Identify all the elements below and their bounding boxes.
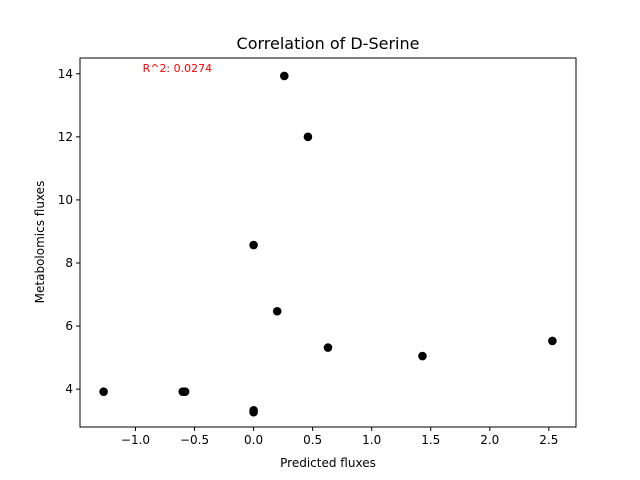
x-axis-label: Predicted fluxes [280, 456, 376, 470]
data-point [418, 351, 427, 361]
x-tick-label: 1.0 [362, 433, 381, 447]
data-point [303, 132, 313, 142]
chart-title: Correlation of D-Serine [237, 34, 420, 53]
y-tick-label: 6 [65, 319, 73, 333]
plot-area: −1.0 −0.5 0.0 0.5 1.0 1.5 2.0 2.5 4 6 8 10 12 14 R^2: … [58, 57, 577, 447]
data-point [280, 71, 289, 81]
data-point [272, 306, 282, 316]
r-squared-annotation: R^2: 0.0274 [143, 62, 213, 75]
y-tick-label: 12 [58, 130, 73, 144]
axes-frame [79, 57, 577, 428]
x-tick-label: 2.0 [480, 433, 499, 447]
data-point [180, 387, 190, 396]
y-tick-label: 10 [58, 193, 73, 207]
y-tick-label: 14 [58, 67, 73, 81]
y-tick-label: 4 [65, 382, 73, 396]
data-point [99, 387, 108, 396]
x-tick-label: 1.5 [421, 433, 440, 447]
x-tick-label: 0.0 [244, 433, 263, 447]
y-tick-label: 8 [65, 256, 73, 270]
data-point [323, 343, 333, 352]
x-tick-label: 2.5 [539, 433, 558, 447]
x-tick-label: −1.0 [121, 433, 150, 447]
x-tick-label: −0.5 [180, 433, 209, 447]
x-tick-label: 0.5 [303, 433, 322, 447]
data-point [249, 240, 258, 250]
y-axis-label: Metabolomics fluxes [33, 181, 47, 304]
data-point [548, 336, 557, 346]
data-point [249, 407, 258, 417]
